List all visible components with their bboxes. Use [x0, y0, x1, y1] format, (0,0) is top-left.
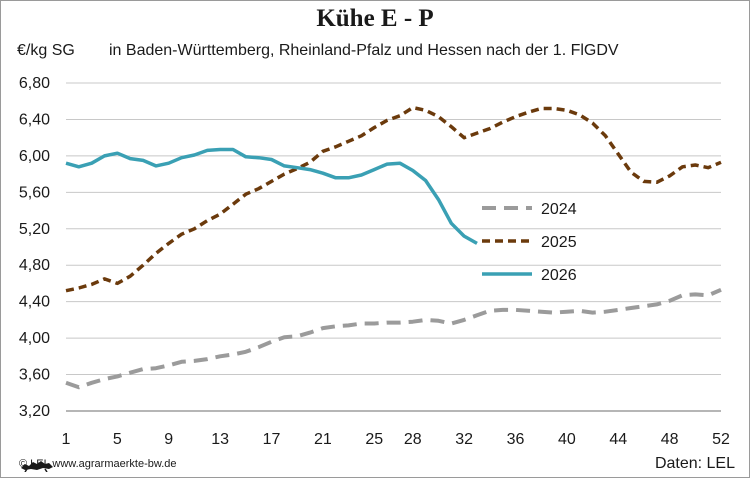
x-tick-label: 25 [365, 431, 383, 448]
footer-copyright: © LEL www.agrarmaerkte-bw.de [19, 458, 177, 470]
y-tick-label: 5,20 [19, 221, 50, 238]
x-tick-label: 40 [558, 431, 576, 448]
x-tick-label: 48 [661, 431, 679, 448]
x-tick-label: 36 [507, 431, 525, 448]
legend-label-2026: 2026 [541, 267, 577, 284]
y-tick-label: 3,60 [19, 367, 50, 384]
axes: 3,20 3,60 4,00 4,40 4,80 5,20 5,60 6,00 6,40 6,80… [19, 75, 730, 448]
x-tick-label: 17 [263, 431, 281, 448]
series-line-2024 [65, 287, 722, 390]
y-tick-label: 4,00 [19, 330, 50, 347]
y-tick-label: 3,20 [19, 403, 50, 420]
y-tick-label: 6,80 [19, 75, 50, 92]
legend-label-2024: 2024 [541, 201, 577, 218]
footer-data-source: Daten: LEL [654, 455, 735, 472]
chart-subtitle: in Baden-Württemberg, Rheinland-Pfalz un… [109, 42, 619, 59]
series-line-2026 [65, 147, 478, 245]
legend-label-2025: 2025 [541, 234, 577, 251]
x-tick-label: 13 [211, 431, 229, 448]
footer-source-left: © LEL www.agrarmaerkte-bw.de [19, 458, 177, 472]
x-tick-label: 5 [113, 431, 122, 448]
x-tick-label: 44 [609, 431, 627, 448]
y-tick-label: 5,60 [19, 184, 50, 201]
x-tick-label: 28 [404, 431, 422, 448]
y-unit-label: €/kg SG [17, 42, 75, 59]
lel-logo-icon [21, 461, 53, 472]
chart-title: Kühe E - P [316, 5, 434, 32]
x-tick-label: 21 [314, 431, 332, 448]
y-tick-label: 6,00 [19, 148, 50, 165]
legend: 2024 2025 2026 [482, 201, 577, 284]
y-tick-label: 4,40 [19, 294, 50, 311]
x-tick-label: 9 [164, 431, 173, 448]
grid-lines [66, 82, 721, 412]
y-tick-label: 6,40 [19, 111, 50, 128]
x-tick-label: 1 [62, 431, 71, 448]
x-tick-label: 32 [455, 431, 473, 448]
series-line-2025 [65, 105, 722, 293]
x-tick-label: 52 [712, 431, 730, 448]
series-layer [65, 105, 722, 390]
y-tick-label: 4,80 [19, 257, 50, 274]
